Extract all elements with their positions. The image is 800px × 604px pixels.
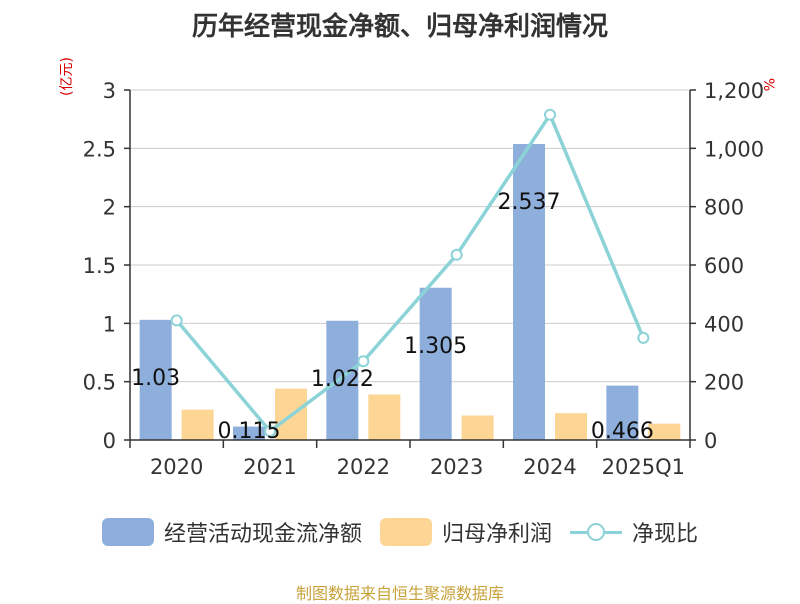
bar-data-label: 1.022 [311,367,374,392]
right-axis-tick-label: 1,200 [704,79,764,103]
bar-cashflow [139,319,172,440]
right-axis-tick-label: 600 [704,254,744,278]
bar-data-label: 1.03 [131,366,180,391]
bar-profit [555,413,587,440]
x-axis-tick-label: 2024 [523,455,576,479]
bar-cashflow [606,385,639,440]
bar-data-label: 2.537 [498,190,561,215]
bar-data-label: 0.115 [218,419,281,444]
ratio-point [357,355,370,368]
bar-cashflow [419,287,452,440]
left-axis-tick-label: 1 [103,312,116,336]
legend-label-profit: 归母净利润 [441,522,552,547]
legend-swatch-cashflow [101,518,154,546]
right-axis-tick-label: 400 [704,312,744,336]
chart-title: 历年经营现金净额、归母净利润情况 [191,12,608,42]
x-axis-tick-label: 2025Q1 [602,455,685,479]
right-axis-tick-label: 200 [704,371,744,395]
x-axis-tick-label: 2020 [150,455,203,479]
ratio-point [637,331,650,344]
x-axis-tick-label: 2022 [337,455,390,479]
legend-item-profit[interactable]: 归母净利润 [379,516,552,548]
ratio-point [170,314,183,327]
bar-profit [181,409,214,440]
x-axis-tick-label: 2023 [430,455,483,479]
ratio-point [264,425,276,438]
x-axis-tick-label: 2021 [243,455,296,479]
right-axis-tick-label: 1,000 [704,137,764,161]
ratio-line [175,113,645,433]
bar-cashflow [233,426,265,440]
left-axis-tick-label: 2 [103,196,116,220]
ratio-point [544,108,556,121]
bar-data-label: 1.305 [404,334,467,359]
bar-data-label: 0.466 [591,419,654,444]
bar-profit [461,415,494,440]
legend-label-ratio: 净现比 [632,522,699,547]
ratio-point [450,248,463,261]
right-axis-tick-label: 0 [704,429,717,453]
left-axis-tick-label: 2.5 [83,137,116,161]
data-source: 制图数据来自恒生聚源数据库 [295,584,504,603]
legend-item-ratio[interactable]: 净现比 [570,516,698,548]
legend-item-cashflow[interactable]: 经营活动现金流净额 [101,516,362,548]
right-axis-tick-label: 800 [704,196,744,220]
bar-profit [368,394,401,440]
legend: 经营活动现金流净额 归母净利润 净现比 [0,516,800,548]
left-axis-tick-label: 1.5 [83,254,116,278]
legend-swatch-profit [379,518,432,546]
left-axis-tick-label: 3 [103,79,116,103]
legend-swatch-ratio [570,518,622,546]
bar-cashflow [513,144,545,440]
legend-label-cashflow: 经营活动现金流净额 [163,522,362,547]
bar-profit [648,423,681,440]
bar-cashflow [326,320,359,440]
left-axis-tick-label: 0 [103,429,116,453]
left-axis-tick-label: 0.5 [83,371,116,395]
